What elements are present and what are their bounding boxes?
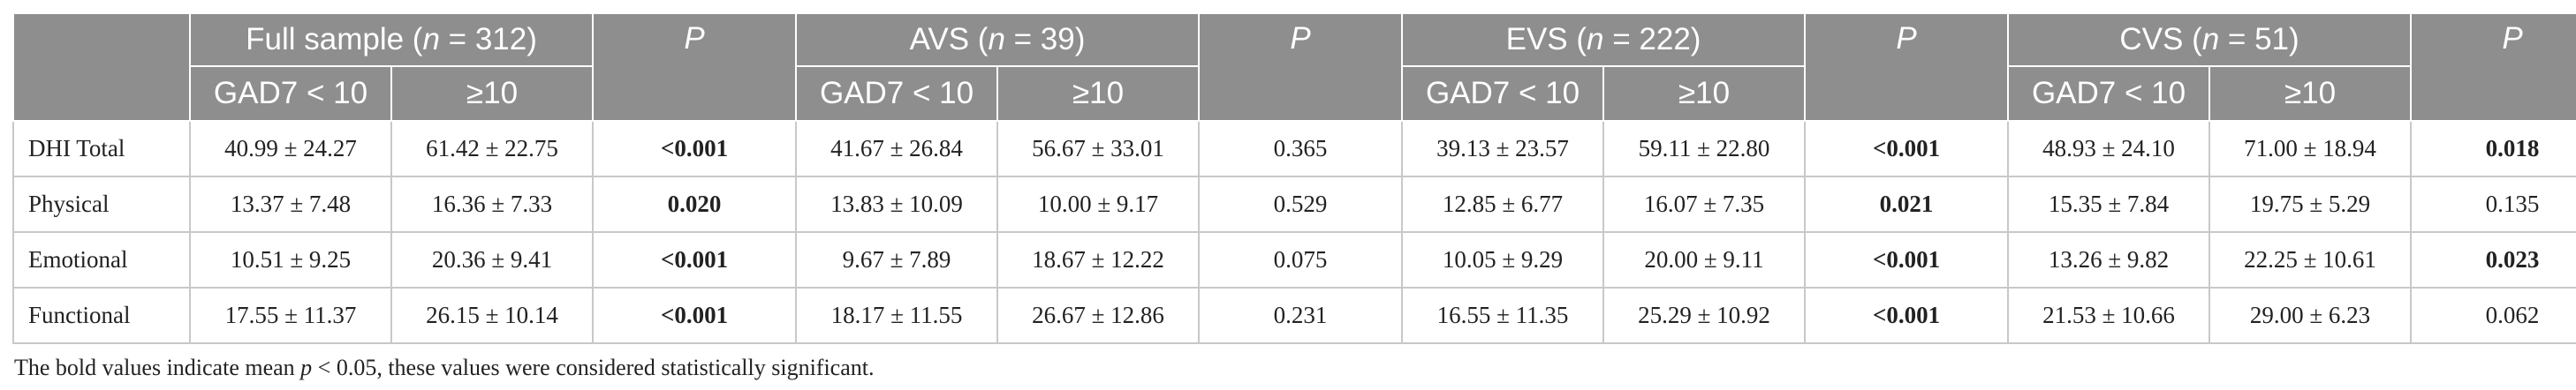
table-row: DHI Total 40.99 ± 24.27 61.42 ± 22.75 <0.00… [12,120,2576,177]
mean-sd-cell: 9.67 ± 7.89 [795,231,999,289]
mean-sd-cell: 48.93 ± 24.10 [2007,120,2211,177]
header-row-groups: Full sample (n = 312) P AVS (n = 39) P E… [12,12,2576,122]
p-header-full-sample: P [592,12,798,122]
p-value-cell: <0.001 [1804,120,2010,177]
p-value-cell: <0.001 [1804,287,2010,344]
row-label: DHI Total [12,120,191,177]
p-header-avs: P [1198,12,1404,122]
mean-sd-cell: 71.00 ± 18.94 [2209,120,2413,177]
p-value-cell: 0.023 [2410,231,2576,289]
mean-sd-cell: 25.29 ± 10.92 [1602,287,1807,344]
mean-sd-cell: 59.11 ± 22.80 [1602,120,1807,177]
mean-sd-cell: 10.00 ± 9.17 [996,176,1201,233]
subheader-low: GAD7 < 10 [2007,65,2211,122]
subheader-low: GAD7 < 10 [189,65,392,122]
row-label: Functional [12,287,191,344]
mean-sd-cell: 22.25 ± 10.61 [2209,231,2413,289]
subheader-low: GAD7 < 10 [1401,65,1605,122]
p-header-evs: P [1804,12,2010,122]
subheader-low: GAD7 < 10 [795,65,999,122]
header-row-subgroups: GAD7 < 10 ≥10 GAD7 < 10 ≥10 GAD7 < 10 ≥1… [13,65,2576,122]
subheader-high: ≥10 [1602,65,1807,122]
mean-sd-cell: 18.67 ± 12.22 [996,231,1201,289]
table-row: Functional 17.55 ± 11.37 26.15 ± 10.14 <0.0… [12,287,2576,344]
p-value-cell: 0.135 [2410,176,2576,233]
mean-sd-cell: 61.42 ± 22.75 [390,120,595,177]
p-value-cell: 0.021 [1804,176,2010,233]
mean-sd-cell: 40.99 ± 24.27 [189,120,392,177]
subheader-high: ≥10 [2209,65,2413,122]
p-value-cell: 0.231 [1198,287,1404,344]
p-value-cell: 0.075 [1198,231,1404,289]
mean-sd-cell: 26.15 ± 10.14 [390,287,595,344]
mean-sd-cell: 10.05 ± 9.29 [1401,231,1605,289]
table-body: DHI Total 40.99 ± 24.27 61.42 ± 22.75 <0.00… [12,120,2576,344]
mean-sd-cell: 15.35 ± 7.84 [2007,176,2211,233]
mean-sd-cell: 18.17 ± 11.55 [795,287,999,344]
results-table: Full sample (n = 312) P AVS (n = 39) P E… [12,12,2576,344]
header-corner [12,12,191,122]
mean-sd-cell: 26.67 ± 12.86 [996,287,1201,344]
mean-sd-cell: 16.36 ± 7.33 [390,176,595,233]
mean-sd-cell: 20.00 ± 9.11 [1602,231,1807,289]
mean-sd-cell: 39.13 ± 23.57 [1401,120,1605,177]
mean-sd-cell: 16.07 ± 7.35 [1602,176,1807,233]
table-container: Full sample (n = 312) P AVS (n = 39) P E… [12,12,2576,381]
group-header-cvs: CVS (n = 51) [2007,12,2413,67]
p-value-cell: <0.001 [1804,231,2010,289]
p-header-cvs: P [2410,12,2576,122]
p-value-cell: 0.020 [592,176,798,233]
mean-sd-cell: 41.67 ± 26.84 [795,120,999,177]
mean-sd-cell: 21.53 ± 10.66 [2007,287,2211,344]
row-label: Physical [12,176,191,233]
p-value-cell: <0.001 [592,231,798,289]
mean-sd-cell: 16.55 ± 11.35 [1401,287,1605,344]
mean-sd-cell: 13.26 ± 9.82 [2007,231,2211,289]
group-header-evs: EVS (n = 222) [1401,12,1807,67]
group-header-avs: AVS (n = 39) [795,12,1201,67]
p-value-cell: 0.062 [2410,287,2576,344]
mean-sd-cell: 10.51 ± 9.25 [189,231,392,289]
mean-sd-cell: 17.55 ± 11.37 [189,287,392,344]
subheader-high: ≥10 [390,65,595,122]
mean-sd-cell: 19.75 ± 5.29 [2209,176,2413,233]
p-value-cell: 0.529 [1198,176,1404,233]
mean-sd-cell: 20.36 ± 9.41 [390,231,595,289]
p-value-cell: 0.018 [2410,120,2576,177]
p-value-cell: <0.001 [592,287,798,344]
table-row: Physical 13.37 ± 7.48 16.36 ± 7.33 0.020 13.… [12,176,2576,233]
p-value-cell: 0.365 [1198,120,1404,177]
subheader-high: ≥10 [996,65,1201,122]
mean-sd-cell: 56.67 ± 33.01 [996,120,1201,177]
footnote: The bold values indicate mean p < 0.05, … [14,355,875,380]
row-label: Emotional [12,231,191,289]
mean-sd-cell: 13.83 ± 10.09 [795,176,999,233]
p-value-cell: <0.001 [592,120,798,177]
group-header-full-sample: Full sample (n = 312) [188,12,595,67]
table-row: Emotional 10.51 ± 9.25 20.36 ± 9.41 <0.001 9… [12,231,2576,289]
mean-sd-cell: 13.37 ± 7.48 [189,176,392,233]
mean-sd-cell: 29.00 ± 6.23 [2209,287,2413,344]
mean-sd-cell: 12.85 ± 6.77 [1401,176,1605,233]
